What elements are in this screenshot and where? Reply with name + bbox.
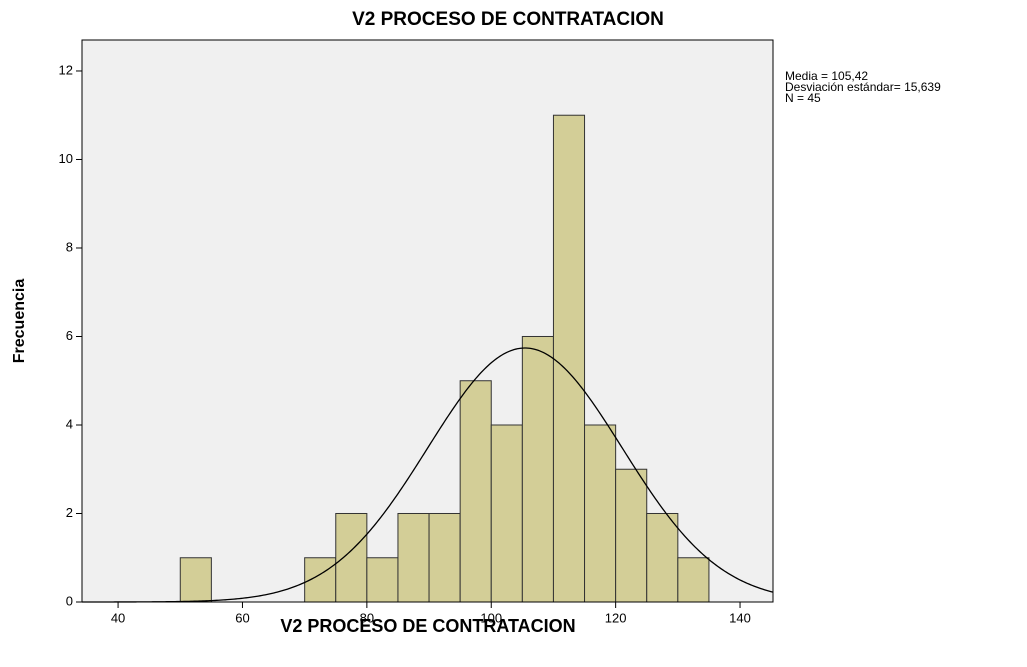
y-tick-label: 2 [66,505,73,520]
x-tick-label: 120 [605,610,627,625]
y-tick-label: 4 [66,416,73,431]
y-tick-label: 8 [66,239,73,254]
chart-title: V2 PROCESO DE CONTRATACION [352,9,664,30]
bar [584,424,617,603]
x-tick-label: 80 [360,610,374,625]
bar [552,114,586,603]
y-tick-label: 10 [59,151,73,166]
bar [677,557,710,603]
bar [397,512,430,603]
bar [179,557,212,603]
bar [615,468,648,603]
bar [521,335,554,603]
stats-label: Desviación estándar= 15,639 [785,80,941,94]
x-tick-label: 100 [480,610,502,625]
bar [490,424,523,603]
x-tick-label: 140 [729,610,751,625]
stats-label: N = 45 [785,91,821,105]
x-tick-label: 60 [235,610,249,625]
plot-area [81,39,774,603]
y-axis-label: Frecuencia [11,279,28,364]
plot-border [81,39,774,603]
x-tick-label: 40 [111,610,125,625]
x-axis-label: V2 PROCESO DE CONTRATACION [280,616,575,636]
bar [459,380,492,603]
bar [366,557,399,603]
normal-curve [82,347,774,603]
bar [335,512,368,603]
stats-label: Media = 105,42 [785,69,868,83]
y-tick-label: 6 [66,328,73,343]
bar [428,512,461,603]
bar [646,512,679,603]
y-tick-label: 0 [66,593,73,608]
y-tick-label: 12 [59,62,73,77]
